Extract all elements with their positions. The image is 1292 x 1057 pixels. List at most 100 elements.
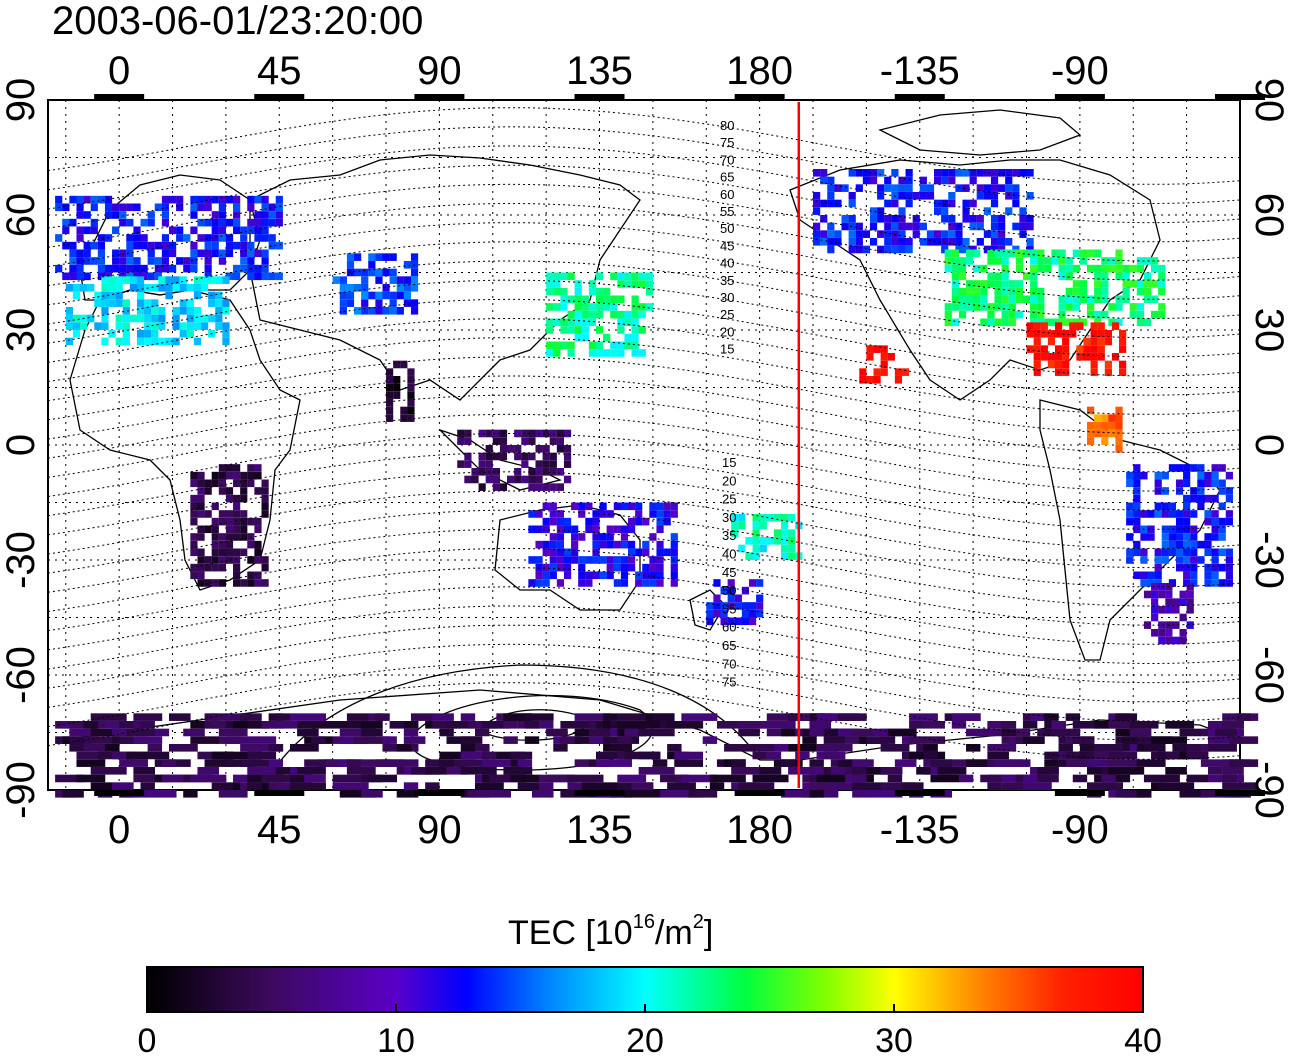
tec-cell (880, 782, 917, 790)
tec-cell (827, 230, 835, 238)
tec-cell (361, 276, 369, 284)
tec-cell (101, 276, 109, 284)
tec-cell (1026, 169, 1034, 177)
tec-cell (190, 226, 198, 235)
tec-cell (813, 230, 821, 238)
tec-cell (126, 203, 134, 212)
tec-cell (635, 517, 643, 526)
tec-cell (756, 609, 764, 618)
tec-cell (1037, 295, 1045, 304)
tec-cell (603, 349, 611, 357)
tec-cell (122, 330, 130, 338)
lat-tick-label: -90 (0, 761, 43, 819)
tec-cell (140, 272, 148, 281)
tec-cell (218, 257, 226, 265)
contour-label: 25 (720, 307, 734, 322)
tec-cell (204, 264, 212, 273)
tec-cell (104, 744, 120, 752)
tec-cell (97, 264, 106, 273)
tec-cell (1197, 487, 1205, 495)
tec-cell (165, 276, 173, 284)
tec-cell (346, 713, 369, 721)
tec-cell (627, 517, 636, 526)
tec-cell (1108, 422, 1116, 430)
tec-cell (1165, 629, 1173, 637)
tec-cell (147, 241, 155, 250)
tec-cell (225, 517, 234, 526)
tec-cell (62, 272, 70, 281)
tec-cell (1076, 345, 1084, 353)
tec-cell (339, 728, 376, 737)
tec-cell (1119, 330, 1127, 338)
tec-cell (446, 767, 469, 775)
tec-cell (218, 195, 226, 204)
tec-cell (521, 452, 529, 461)
tec-cell (638, 326, 646, 334)
tec-cell (976, 169, 984, 177)
tec-cell (190, 203, 198, 212)
tec-cell (240, 744, 262, 752)
tec-cell (1172, 636, 1180, 645)
tec-cell (962, 238, 970, 246)
tec-cell (1158, 310, 1166, 319)
tec-cell (756, 594, 764, 603)
lon-tick-label: -90 (1051, 49, 1109, 93)
tec-cell (1183, 517, 1191, 526)
tec-cell (656, 510, 664, 518)
tec-cell (603, 333, 611, 342)
tec-cell (1104, 330, 1112, 338)
tec-cell (827, 222, 835, 231)
tec-cell (845, 736, 867, 744)
tec-cell (780, 537, 789, 545)
tec-cell (151, 284, 159, 292)
tec-cell (955, 238, 963, 246)
lat-tick-label: 30 (0, 308, 43, 353)
tec-cell (186, 284, 194, 292)
tec-cell (140, 721, 155, 729)
tec-cell (218, 211, 226, 219)
tec-cell (122, 276, 130, 284)
tec-cell (549, 556, 557, 564)
tec-cell (133, 226, 141, 235)
tec-cell (76, 234, 84, 242)
tec-cell (766, 713, 803, 721)
tec-cell (1001, 287, 1009, 296)
tec-cell (126, 272, 134, 281)
tec-cell (240, 471, 248, 480)
tec-cell (869, 176, 878, 185)
tec-cell (389, 291, 397, 300)
tec-cell (133, 736, 163, 744)
tec-cell (165, 284, 173, 292)
tec-cell (773, 744, 789, 752)
tec-cell (1218, 487, 1226, 495)
tec-cell (1133, 494, 1141, 503)
tec-cell (1140, 548, 1148, 557)
tec-cell (478, 452, 486, 461)
tec-cell (144, 307, 152, 315)
tec-cell (745, 552, 753, 560)
tec-cell (1101, 287, 1109, 296)
tec-cell (631, 295, 639, 304)
tec-cell (183, 257, 191, 265)
tec-cell (894, 759, 917, 767)
tec-cell (592, 571, 600, 580)
tec-cell (499, 437, 508, 445)
lat-tick-label: 0 (1247, 434, 1291, 456)
tec-cell (780, 759, 796, 767)
tec-cell (261, 249, 269, 258)
tec-cell (112, 211, 120, 219)
tec-cell (1108, 429, 1116, 438)
tec-cell (1236, 759, 1251, 767)
tec-cell (1090, 345, 1098, 353)
tec-cell (165, 291, 173, 300)
tec-cell (1172, 621, 1180, 629)
tec-cell (1161, 525, 1169, 534)
tec-cell (65, 314, 73, 323)
tec-cell (631, 341, 639, 350)
tec-cell (386, 368, 394, 376)
tec-cell (951, 303, 959, 311)
tec-cell (813, 207, 821, 215)
tec-cell (773, 529, 782, 537)
tec-cell (382, 268, 390, 277)
